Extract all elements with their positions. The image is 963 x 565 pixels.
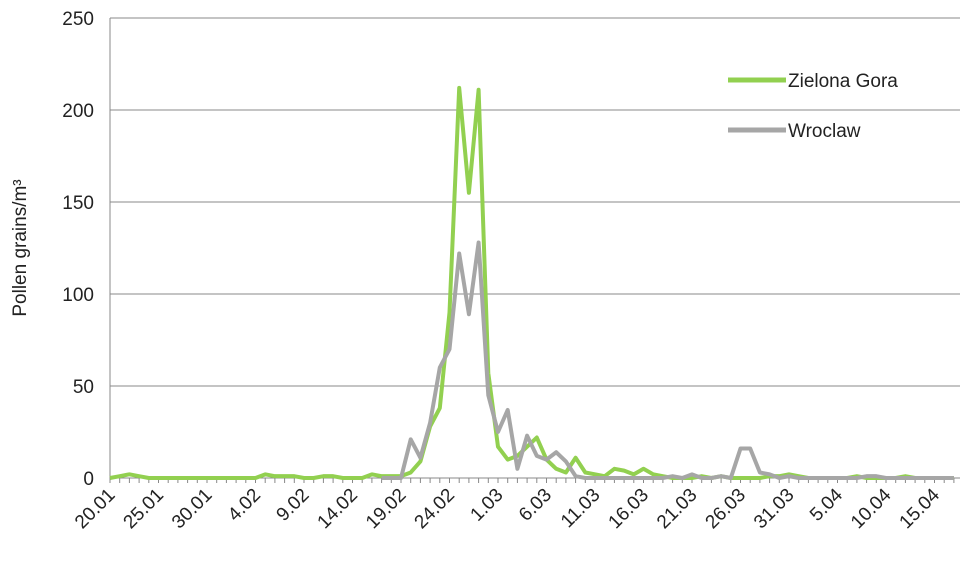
x-tick-label: 6.03: [515, 485, 556, 526]
legend-label: Zielona Gora: [788, 71, 898, 92]
x-tick-label: 21.03: [653, 485, 701, 533]
x-tick-label: 1.03: [467, 485, 508, 526]
y-tick-label: 200: [62, 101, 94, 122]
y-tick-label: 150: [62, 193, 94, 214]
x-tick-label: 20.01: [71, 485, 119, 533]
x-tick-label: 30.01: [168, 485, 216, 533]
x-tick-label: 10.04: [847, 484, 896, 533]
y-tick-label: 100: [62, 285, 94, 306]
legend-label: Wroclaw: [788, 121, 861, 142]
series-line: [381, 240, 954, 480]
x-tick-label: 14.02: [314, 485, 362, 533]
x-tick-label: 31.03: [750, 485, 798, 533]
y-tick-label: 50: [73, 377, 94, 398]
x-tick-label: 24.02: [411, 485, 459, 533]
y-axis-label: Pollen grains/m³: [10, 179, 31, 316]
x-tick-label: 5.04: [806, 484, 847, 525]
y-tick-label: 250: [62, 9, 94, 30]
x-tick-label: 26.03: [702, 485, 750, 533]
x-tick-label: 9.02: [273, 485, 314, 526]
x-tick-label: 11.03: [557, 485, 604, 532]
x-tick-label: 16.03: [605, 485, 653, 533]
x-tick-label: 4.02: [224, 485, 265, 526]
y-tick-label: 0: [83, 469, 94, 490]
series-line: [109, 85, 954, 480]
x-tick-label: 15.04: [896, 484, 945, 533]
x-tick-label: 19.02: [362, 485, 410, 533]
x-tick-label: 25.01: [120, 485, 168, 533]
